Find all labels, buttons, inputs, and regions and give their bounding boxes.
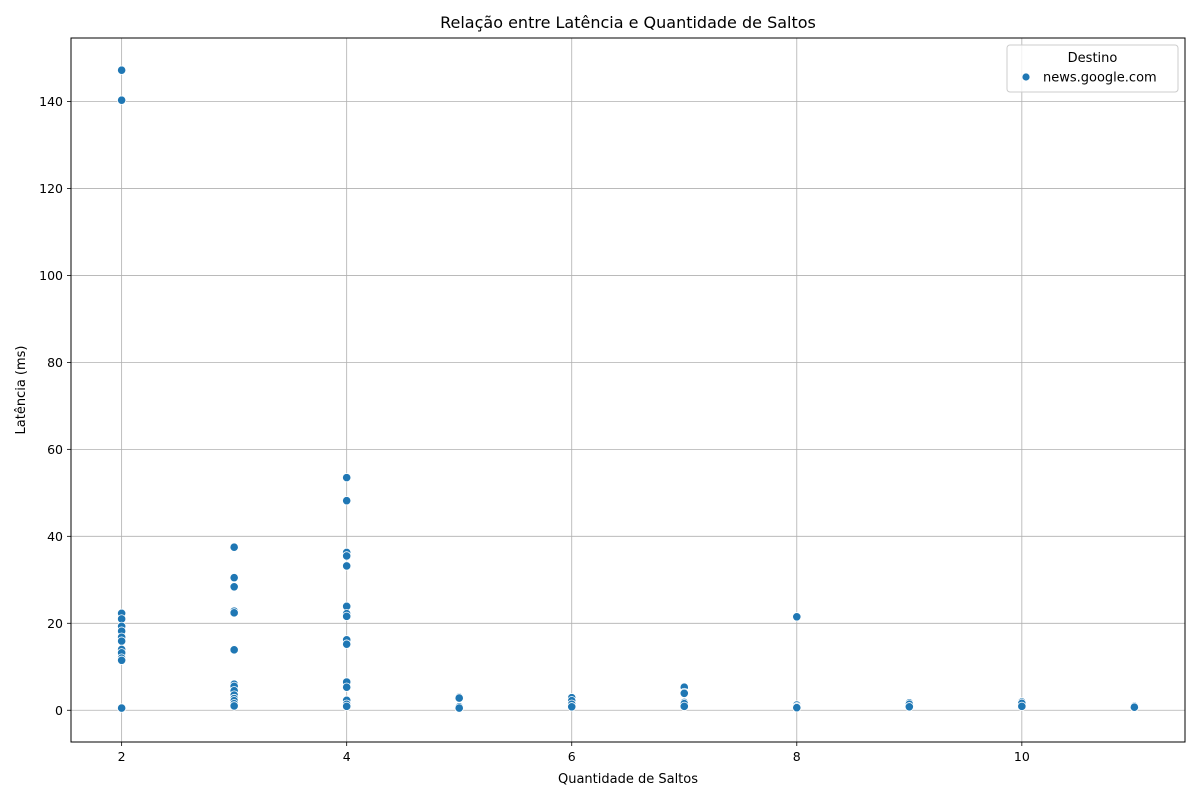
data-point — [342, 701, 352, 711]
data-point — [229, 542, 239, 552]
y-tick-label: 20 — [47, 616, 63, 631]
x-tick-label: 2 — [118, 749, 126, 764]
data-point — [229, 573, 239, 583]
x-tick-label: 6 — [568, 749, 576, 764]
data-point — [342, 551, 352, 561]
data-point — [792, 703, 802, 713]
y-tick-label: 140 — [39, 94, 63, 109]
x-tick-label: 4 — [343, 749, 351, 764]
y-tick-label: 120 — [39, 181, 63, 196]
y-axis-label: Latência (ms) — [14, 346, 29, 435]
grid-lines — [71, 38, 1185, 742]
data-point — [904, 702, 914, 712]
x-tick-label: 8 — [793, 749, 801, 764]
legend-label: news.google.com — [1043, 71, 1157, 86]
data-point — [454, 703, 464, 713]
data-point — [342, 561, 352, 571]
data-point — [342, 496, 352, 506]
data-point — [1017, 701, 1027, 711]
y-tick-label: 100 — [39, 268, 63, 283]
data-point — [117, 65, 127, 75]
data-point — [117, 636, 127, 646]
data-point — [567, 702, 577, 712]
data-point — [792, 612, 802, 622]
legend-box — [1006, 44, 1179, 93]
data-point — [117, 655, 127, 665]
data-point — [229, 608, 239, 618]
data-point — [342, 473, 352, 483]
chart-title: Relação entre Latência e Quantidade de S… — [440, 13, 816, 32]
data-point — [229, 582, 239, 592]
legend: Destino news.google.com — [1006, 44, 1179, 93]
y-tick-label: 0 — [55, 703, 63, 718]
data-point — [229, 701, 239, 711]
legend-title: Destino — [1068, 51, 1118, 66]
data-point — [342, 611, 352, 621]
data-point — [679, 701, 689, 711]
data-point — [342, 682, 352, 692]
x-tick-label: 10 — [1014, 749, 1030, 764]
data-point — [229, 645, 239, 655]
y-tick-label: 60 — [47, 442, 63, 457]
data-point — [454, 693, 464, 703]
x-axis-label: Quantidade de Saltos — [558, 772, 698, 787]
plot-frame — [70, 37, 1186, 743]
data-point — [117, 703, 127, 713]
y-tick-label: 80 — [47, 355, 63, 370]
legend-marker — [1021, 72, 1031, 82]
data-points — [117, 65, 1139, 713]
data-point — [117, 95, 127, 105]
data-point — [679, 688, 689, 698]
y-tick-label: 40 — [47, 529, 63, 544]
data-point — [342, 639, 352, 649]
data-point — [1129, 702, 1139, 712]
